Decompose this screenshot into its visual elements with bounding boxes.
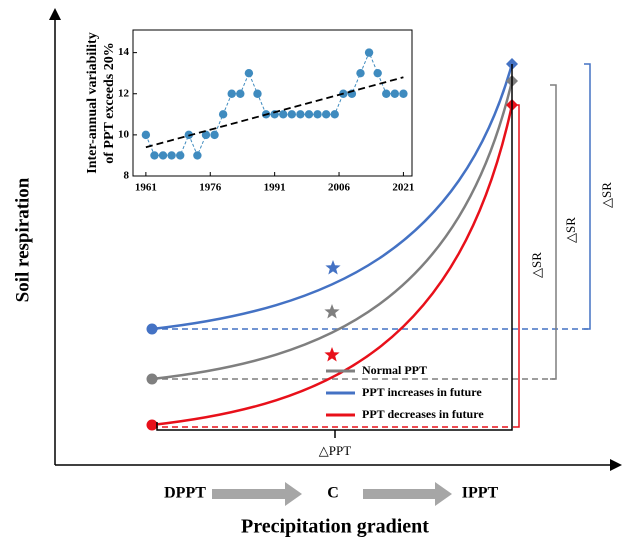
- y-axis-label: Soil respiration: [12, 177, 33, 302]
- legend-label: PPT increases in future: [362, 385, 482, 399]
- data-point: [193, 151, 202, 160]
- delta-sr-bracket: [584, 63, 591, 330]
- data-point: [227, 89, 236, 98]
- trend-line: [145, 76, 404, 149]
- gradient-arrow: [212, 482, 302, 506]
- x-tick-label: 1991: [264, 182, 286, 194]
- x-tick-label: 2021: [392, 182, 414, 194]
- data-point: [218, 110, 228, 119]
- start-point: [146, 373, 158, 385]
- y-tick-label: 10: [118, 128, 130, 140]
- data-point: [304, 110, 314, 119]
- gradient-label: DPPT: [164, 485, 206, 502]
- data-point: [150, 151, 159, 160]
- data-point: [210, 130, 219, 140]
- data-point: [330, 110, 339, 119]
- mid-star: [324, 347, 340, 362]
- data-point: [279, 110, 288, 119]
- delta-sr-label: △SR: [599, 182, 614, 208]
- main-diagram: △PPT △SR △SR △SR Normal PPT PPT increases in …: [146, 58, 614, 458]
- response-curve: [151, 63, 514, 331]
- data-point: [176, 151, 185, 160]
- legend-label: Normal PPT: [362, 363, 427, 377]
- x-tick-label: 1961: [135, 182, 157, 194]
- data-point: [236, 89, 245, 98]
- delta-ppt-label: △PPT: [319, 443, 351, 458]
- data-point: [287, 110, 297, 119]
- delta-sr-bracket: [513, 104, 520, 428]
- data-point: [158, 151, 168, 160]
- y-tick-label: 12: [118, 87, 130, 99]
- y-tick-label: 14: [118, 46, 130, 58]
- delta-sr-label: △SR: [529, 252, 544, 278]
- data-point: [201, 130, 211, 140]
- data-point: [399, 89, 408, 98]
- delta-sr-bracket: [550, 84, 557, 380]
- data-point: [364, 48, 374, 57]
- response-curve: [151, 80, 514, 381]
- gradient-label: IPPT: [462, 485, 499, 502]
- data-point: [373, 68, 382, 78]
- gradient-label: C: [327, 485, 339, 502]
- data-point: [321, 110, 331, 119]
- x-tick-label: 2006: [328, 182, 351, 194]
- response-curve: [151, 104, 514, 427]
- x-tick-label: 1976: [199, 182, 222, 194]
- mid-star: [325, 260, 341, 275]
- data-point: [253, 89, 262, 98]
- data-point: [382, 89, 391, 98]
- data-point: [141, 130, 151, 140]
- start-point: [146, 323, 158, 335]
- data-point: [356, 68, 365, 78]
- data-point: [390, 89, 400, 98]
- data-point: [244, 68, 254, 78]
- mid-star: [324, 304, 340, 319]
- gradient-arrow: [363, 482, 452, 506]
- delta-sr-label: △SR: [563, 217, 578, 243]
- y-axis-label: of PPT exceeds 20%: [102, 42, 117, 163]
- start-point: [146, 419, 158, 431]
- y-tick-label: 8: [124, 170, 130, 182]
- data-point: [313, 110, 322, 119]
- x-axis-label: Precipitation gradient: [241, 516, 429, 538]
- data-point: [296, 110, 305, 119]
- data-point: [167, 151, 176, 160]
- inset-chart: 8 10 12 14 1961 1976 1991 2006 2021 Inter-annual …: [85, 32, 414, 193]
- y-axis-label: Inter-annual variability: [85, 32, 100, 173]
- legend-label: PPT decreases in future: [362, 407, 484, 421]
